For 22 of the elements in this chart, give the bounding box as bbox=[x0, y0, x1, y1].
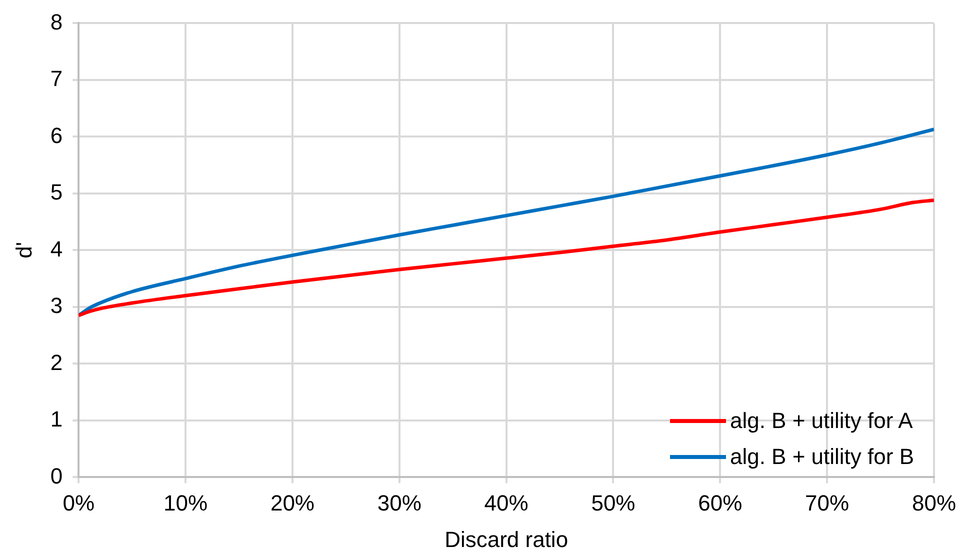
x-tick-label: 60% bbox=[698, 490, 742, 516]
x-tick-label: 0% bbox=[62, 490, 95, 516]
x-tick-label: 40% bbox=[484, 490, 528, 516]
x-tick-label: 30% bbox=[377, 490, 422, 516]
y-tick-label: 3 bbox=[50, 293, 63, 318]
legend-label: alg. B + utility for A bbox=[730, 408, 913, 434]
y-tick-label: 5 bbox=[50, 180, 63, 205]
x-axis-title: Discard ratio bbox=[444, 526, 568, 552]
y-tick-label: 8 bbox=[50, 9, 63, 34]
x-tick-label: 80% bbox=[912, 490, 956, 516]
y-tick-label: 1 bbox=[50, 406, 63, 432]
y-axis-title: d' bbox=[11, 242, 36, 258]
y-tick-label: 0 bbox=[50, 463, 63, 488]
x-tick-label: 10% bbox=[164, 490, 208, 516]
y-tick-label: 7 bbox=[50, 66, 63, 92]
x-tick-label: 20% bbox=[270, 490, 314, 516]
y-tick-label: 4 bbox=[50, 236, 63, 262]
legend-label: alg. B + utility for B bbox=[730, 444, 914, 470]
y-tick-label: 6 bbox=[50, 122, 63, 148]
y-tick-label: 2 bbox=[50, 350, 63, 375]
x-tick-label: 50% bbox=[591, 490, 636, 516]
x-tick-label: 70% bbox=[805, 490, 850, 516]
